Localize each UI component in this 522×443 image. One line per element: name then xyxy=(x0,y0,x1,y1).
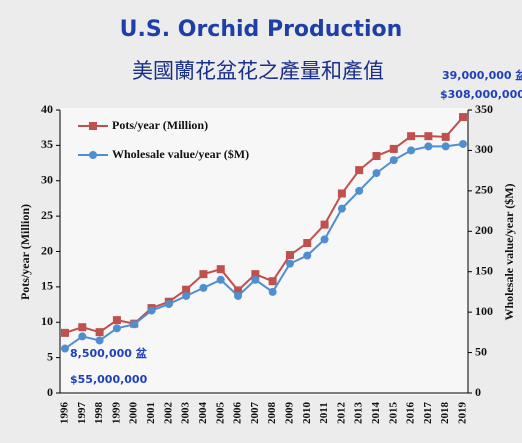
marker xyxy=(459,113,467,122)
y-axis-label: Pots/year (Million) xyxy=(18,204,32,300)
annotation: $308,000,000 xyxy=(440,88,522,101)
x-tick-label: 2013 xyxy=(353,402,365,425)
y2-tick-label: 350 xyxy=(475,102,493,116)
marker xyxy=(337,204,346,213)
marker xyxy=(164,300,173,309)
x-tick-label: 2003 xyxy=(180,402,192,425)
marker xyxy=(130,320,139,329)
marker xyxy=(61,344,69,353)
marker xyxy=(182,285,191,294)
marker xyxy=(372,151,381,160)
marker xyxy=(95,328,104,337)
y-tick-label: 0 xyxy=(47,385,53,399)
legend-label: Pots/year (Million) xyxy=(112,118,208,132)
y2-axis-label: Wholesale value/year ($M) xyxy=(502,183,516,320)
marker xyxy=(303,239,312,248)
marker xyxy=(407,146,416,155)
marker xyxy=(147,306,156,315)
marker xyxy=(112,324,121,333)
marker xyxy=(303,251,312,260)
x-tick-label: 2016 xyxy=(405,402,417,425)
annotation: $55,000,000 xyxy=(70,373,148,386)
y-tick-label: 10 xyxy=(41,314,53,328)
y-tick-label: 35 xyxy=(41,137,53,151)
annotation: 39,000,000 盆 xyxy=(442,68,522,82)
x-tick-label: 2012 xyxy=(335,402,347,425)
marker xyxy=(251,270,260,279)
y-tick-label: 20 xyxy=(41,243,53,257)
x-tick-label: 2017 xyxy=(422,402,434,425)
x-tick-label: 1999 xyxy=(110,402,122,425)
y2-tick-label: 150 xyxy=(475,263,493,277)
y2-tick-label: 250 xyxy=(475,183,493,197)
y2-tick-label: 50 xyxy=(475,344,487,358)
y-tick-label: 30 xyxy=(41,173,53,187)
x-tick-label: 2004 xyxy=(197,402,209,425)
x-tick-label: 2009 xyxy=(283,402,295,425)
marker xyxy=(78,332,87,341)
x-tick-label: 2008 xyxy=(266,402,278,425)
marker xyxy=(95,336,104,345)
x-tick-label: 1996 xyxy=(59,402,71,425)
x-tick-label: 2018 xyxy=(439,402,451,425)
marker xyxy=(355,186,364,195)
x-tick-label: 1998 xyxy=(93,402,105,425)
x-tick-label: 2010 xyxy=(301,402,313,425)
marker xyxy=(112,316,121,325)
x-tick-label: 2000 xyxy=(128,402,140,425)
x-tick-label: 1997 xyxy=(76,402,88,425)
chart-title: U.S. Orchid Production xyxy=(120,17,403,42)
marker xyxy=(320,235,329,244)
legend-marker xyxy=(89,122,97,130)
marker xyxy=(268,287,277,296)
marker xyxy=(285,259,294,268)
chart-subtitle: 美國蘭花盆花之產量和產值 xyxy=(132,59,384,83)
y-tick-label: 40 xyxy=(41,102,53,116)
marker xyxy=(424,132,433,141)
marker xyxy=(389,156,398,165)
marker xyxy=(459,139,467,148)
x-tick-label: 2002 xyxy=(162,402,174,425)
x-tick-label: 2001 xyxy=(145,402,157,424)
marker xyxy=(216,265,225,274)
marker xyxy=(182,291,191,300)
x-tick-label: 2011 xyxy=(318,402,330,423)
marker xyxy=(424,142,433,151)
y2-tick-label: 200 xyxy=(475,223,493,237)
marker xyxy=(389,144,398,153)
marker xyxy=(407,132,416,141)
marker xyxy=(372,169,381,178)
x-tick-label: 2019 xyxy=(457,402,469,425)
marker xyxy=(78,323,87,332)
y2-tick-label: 100 xyxy=(475,304,493,318)
marker xyxy=(251,275,260,284)
marker xyxy=(199,270,208,279)
marker xyxy=(337,189,346,198)
x-tick-label: 2015 xyxy=(387,402,399,425)
marker xyxy=(216,275,225,284)
y-tick-label: 15 xyxy=(41,279,53,293)
marker xyxy=(355,166,364,175)
y-tick-label: 5 xyxy=(47,349,53,363)
x-tick-label: 2007 xyxy=(249,402,261,425)
marker xyxy=(441,142,450,151)
marker xyxy=(268,277,277,286)
marker xyxy=(234,286,243,295)
marker xyxy=(285,251,294,260)
x-tick-label: 2005 xyxy=(214,402,226,425)
marker xyxy=(199,283,208,292)
x-tick-label: 2006 xyxy=(232,402,244,425)
y-tick-label: 25 xyxy=(41,208,53,222)
annotation: 8,500,000 盆 xyxy=(70,346,148,360)
legend-label: Wholesale value/year ($M) xyxy=(112,147,249,161)
marker xyxy=(61,328,69,337)
marker xyxy=(234,291,243,300)
marker xyxy=(441,132,450,141)
legend-marker xyxy=(89,151,97,159)
y2-tick-label: 300 xyxy=(475,142,493,156)
x-tick-label: 2014 xyxy=(370,402,382,425)
y2-tick-label: 0 xyxy=(475,385,481,399)
marker xyxy=(320,220,329,229)
